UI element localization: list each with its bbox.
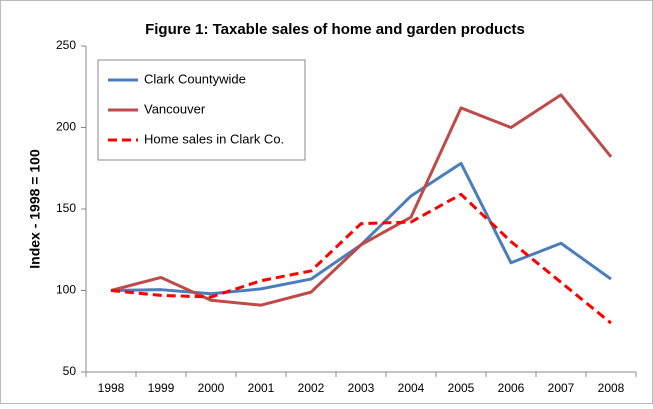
x-tick-label: 2001 xyxy=(248,381,275,395)
legend-label: Clark Countywide xyxy=(144,71,246,86)
y-axis-label: Index - 1998 = 100 xyxy=(27,149,43,269)
x-tick-label: 2005 xyxy=(448,381,475,395)
y-tick-label: 150 xyxy=(56,201,76,215)
x-tick-label: 2002 xyxy=(298,381,325,395)
x-tick-label: 2008 xyxy=(598,381,625,395)
x-tick-label: 1998 xyxy=(98,381,125,395)
x-tick-label: 2003 xyxy=(348,381,375,395)
x-tick-label: 2006 xyxy=(498,381,525,395)
series-line xyxy=(110,192,612,325)
series-line xyxy=(110,93,613,307)
y-tick-label: 200 xyxy=(56,120,76,134)
y-tick-label: 250 xyxy=(56,38,76,52)
chart-title: Figure 1: Taxable sales of home and gard… xyxy=(145,21,525,38)
x-tick-label: 2004 xyxy=(398,381,425,395)
legend-label: Vancouver xyxy=(144,101,206,116)
x-tick-label: 2000 xyxy=(198,381,225,395)
legend-label: Home sales in Clark Co. xyxy=(144,131,284,146)
y-tick-label: 50 xyxy=(63,364,77,378)
x-tick-label: 1999 xyxy=(148,381,175,395)
x-tick-label: 2007 xyxy=(548,381,575,395)
y-tick-label: 100 xyxy=(56,283,76,297)
